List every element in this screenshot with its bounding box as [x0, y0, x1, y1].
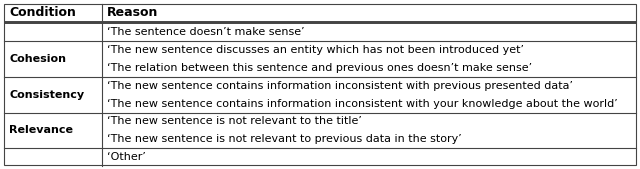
Text: Relevance: Relevance: [9, 125, 73, 135]
Text: ‘The new sentence contains information inconsistent with previous presented data: ‘The new sentence contains information i…: [107, 81, 573, 91]
Text: Condition: Condition: [9, 6, 76, 19]
Text: ‘The new sentence contains information inconsistent with your knowledge about th: ‘The new sentence contains information i…: [107, 99, 618, 109]
Text: Reason: Reason: [107, 6, 158, 19]
Text: ‘The sentence doesn’t make sense’: ‘The sentence doesn’t make sense’: [107, 27, 305, 37]
Text: ‘The new sentence is not relevant to the title’: ‘The new sentence is not relevant to the…: [107, 116, 362, 126]
Text: Consistency: Consistency: [9, 90, 84, 100]
Text: ‘The new sentence is not relevant to previous data in the story’: ‘The new sentence is not relevant to pre…: [107, 134, 461, 144]
Text: ‘The relation between this sentence and previous ones doesn’t make sense’: ‘The relation between this sentence and …: [107, 63, 532, 73]
Text: Cohesion: Cohesion: [9, 54, 66, 64]
Text: ‘The new sentence discusses an entity which has not been introduced yet’: ‘The new sentence discusses an entity wh…: [107, 45, 524, 55]
Text: ‘Other’: ‘Other’: [107, 152, 146, 162]
